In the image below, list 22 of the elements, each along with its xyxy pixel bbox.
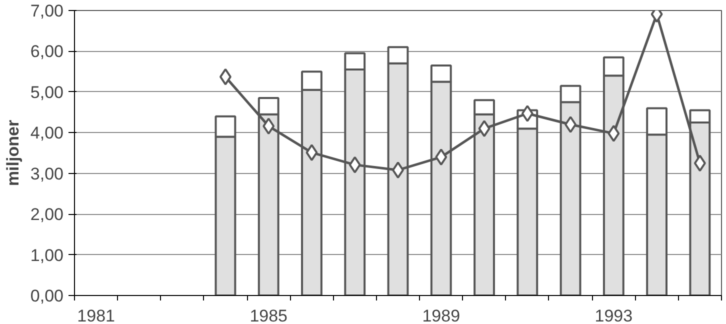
point xyxy=(608,124,620,142)
point xyxy=(262,118,275,135)
y-tick-label: 7,00 xyxy=(30,2,64,20)
point xyxy=(219,68,232,86)
point xyxy=(694,154,706,172)
point xyxy=(348,156,361,174)
x-tick-label: 1989 xyxy=(422,306,460,324)
x-tick-label: 1993 xyxy=(594,306,633,324)
x-tick-label: 1985 xyxy=(250,306,288,324)
point xyxy=(435,148,448,166)
point xyxy=(564,116,577,133)
y-tick-label: 2,00 xyxy=(30,205,64,224)
y-tick-label: 5,00 xyxy=(30,82,64,102)
y-tick-label: 1,00 xyxy=(30,246,64,265)
y-axis-title: miljoner xyxy=(3,120,22,186)
x-tick-label: 1981 xyxy=(77,306,115,324)
point xyxy=(478,120,490,138)
y-tick-label: 3,00 xyxy=(30,164,64,184)
y-tick-label: 4,00 xyxy=(30,124,64,143)
y-tick-label: 0,00 xyxy=(30,286,64,306)
point xyxy=(306,144,318,162)
y-tick-label: 6,00 xyxy=(30,42,64,62)
